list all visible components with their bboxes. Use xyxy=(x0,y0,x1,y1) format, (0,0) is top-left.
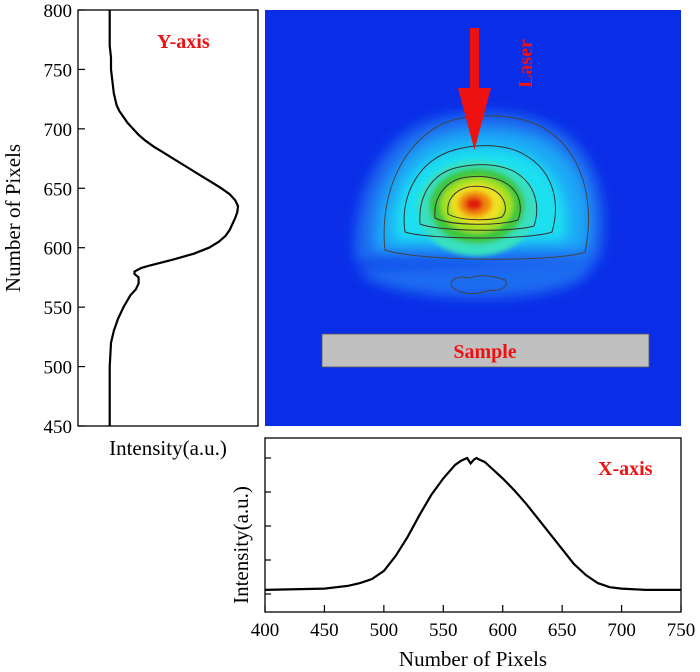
y-profile-panel: 450 500 550 600 650 700 750 800 Y-axis Intensit… xyxy=(1,1,259,460)
laser-arrow xyxy=(458,28,491,150)
x-profile-frame xyxy=(264,437,682,613)
x-axis-annotation: X-axis xyxy=(598,458,653,480)
y-tick-label: 750 xyxy=(44,60,73,81)
y-axis-ticks: 450 500 550 600 650 700 750 800 xyxy=(44,1,85,438)
x-tick-label: 450 xyxy=(310,620,339,641)
x-profile-ylabel: Intensity(a.u.) xyxy=(229,486,253,604)
sample-bar xyxy=(321,333,650,368)
y-tick-label: 600 xyxy=(44,239,73,260)
x-axis-ticks: 400 450 500 550 600 650 700 750 xyxy=(251,457,696,641)
y-tick-label: 550 xyxy=(44,298,73,319)
y-profile-line xyxy=(108,10,240,426)
y-tick-label: 800 xyxy=(44,1,73,22)
x-tick-label: 600 xyxy=(488,620,517,641)
y-tick-label: 650 xyxy=(44,179,73,200)
x-profile-panel: 400 450 500 550 600 650 700 750 X-axis Number o… xyxy=(229,437,696,671)
x-axis-title: Number of Pixels xyxy=(399,647,547,671)
x-profile-line xyxy=(264,456,681,591)
x-tick-label: 750 xyxy=(667,620,696,641)
sample-label: Sample xyxy=(453,341,516,363)
laser-label: Laser xyxy=(515,39,537,88)
y-profile-frame xyxy=(77,9,259,427)
beam-contours xyxy=(383,115,590,295)
x-tick-label: 550 xyxy=(429,620,458,641)
y-tick-label: 700 xyxy=(44,120,73,141)
y-axis-title: Number of Pixels xyxy=(1,144,25,292)
x-tick-label: 400 xyxy=(251,620,280,641)
y-tick-label: 450 xyxy=(44,417,73,438)
beam-image-panel: Laser Sample xyxy=(265,10,681,426)
y-profile-xlabel: Intensity(a.u.) xyxy=(109,436,227,460)
y-tick-label: 500 xyxy=(44,358,73,379)
x-tick-label: 500 xyxy=(370,620,399,641)
x-tick-label: 700 xyxy=(607,620,636,641)
y-axis-annotation: Y-axis xyxy=(157,31,210,53)
x-tick-label: 650 xyxy=(548,620,577,641)
